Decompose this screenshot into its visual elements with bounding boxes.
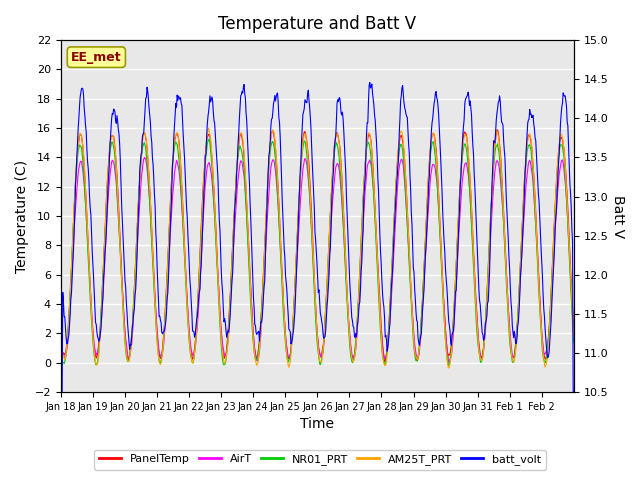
Title: Temperature and Batt V: Temperature and Batt V: [218, 15, 417, 33]
Legend: PanelTemp, AirT, NR01_PRT, AM25T_PRT, batt_volt: PanelTemp, AirT, NR01_PRT, AM25T_PRT, ba…: [94, 450, 546, 469]
Y-axis label: Batt V: Batt V: [611, 194, 625, 238]
Y-axis label: Temperature (C): Temperature (C): [15, 159, 29, 273]
X-axis label: Time: Time: [300, 418, 334, 432]
Text: EE_met: EE_met: [71, 51, 122, 64]
